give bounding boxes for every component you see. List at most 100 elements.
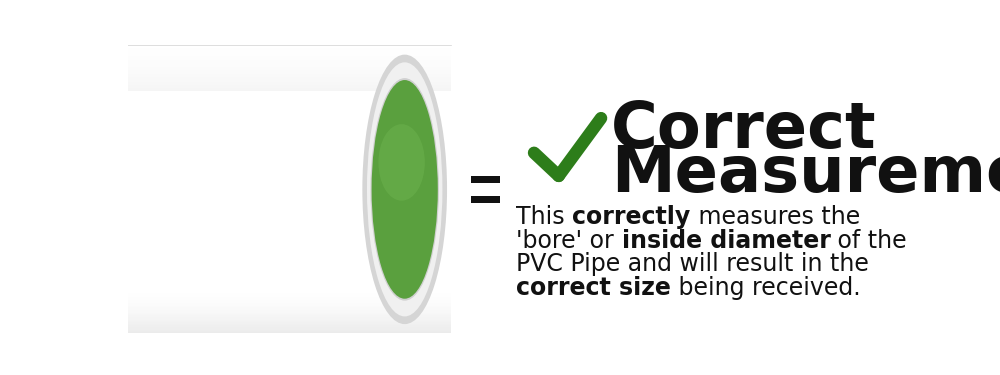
Bar — [12, 57, 451, 59]
Bar — [12, 296, 451, 297]
Bar — [12, 62, 451, 63]
Bar — [37, 45, 40, 334]
Bar — [30, 45, 34, 334]
Bar — [12, 293, 451, 294]
Bar — [77, 45, 80, 334]
Text: Correct: Correct — [611, 99, 877, 161]
Bar — [12, 54, 451, 56]
Bar — [12, 294, 451, 296]
Bar — [98, 45, 101, 334]
Ellipse shape — [372, 80, 438, 299]
Bar — [12, 66, 451, 68]
Ellipse shape — [8, 57, 54, 322]
Bar — [471, 195, 500, 203]
Bar — [471, 176, 500, 183]
Text: of the: of the — [830, 229, 907, 253]
Bar — [101, 45, 104, 334]
Bar — [92, 45, 95, 334]
Bar — [12, 74, 451, 76]
Bar — [12, 7, 528, 46]
Bar — [12, 311, 451, 313]
Bar — [12, 328, 451, 330]
Text: being received.: being received. — [671, 276, 861, 300]
Bar — [67, 45, 71, 334]
Bar — [12, 77, 451, 79]
Bar — [12, 56, 451, 57]
Bar — [12, 46, 451, 48]
Bar — [12, 88, 451, 90]
Bar — [83, 45, 86, 334]
Bar — [12, 321, 451, 322]
Bar — [21, 45, 24, 334]
Bar — [40, 45, 43, 334]
Bar — [12, 59, 451, 60]
Bar — [34, 45, 37, 334]
Bar — [12, 63, 451, 65]
Text: inside diameter: inside diameter — [622, 229, 830, 253]
Bar — [71, 45, 74, 334]
Text: correct size: correct size — [516, 276, 671, 300]
Bar — [18, 45, 21, 334]
Bar — [46, 45, 49, 334]
Bar — [12, 60, 451, 62]
Ellipse shape — [367, 62, 442, 316]
Bar — [12, 45, 451, 46]
Bar — [12, 48, 451, 50]
Bar — [12, 324, 451, 325]
Text: correctly: correctly — [572, 205, 691, 229]
Bar — [12, 298, 451, 300]
Bar — [58, 45, 61, 334]
Bar — [12, 291, 451, 293]
Bar — [12, 317, 451, 318]
Bar — [12, 51, 451, 53]
Bar — [12, 306, 451, 307]
Text: PVC Pipe and will result in the: PVC Pipe and will result in the — [516, 252, 869, 276]
Bar — [86, 45, 89, 334]
Bar — [12, 53, 451, 54]
Bar — [12, 71, 451, 73]
Bar — [74, 45, 77, 334]
Text: Measurement: Measurement — [611, 142, 1000, 205]
Bar — [12, 45, 451, 334]
Ellipse shape — [370, 78, 439, 301]
Bar — [12, 308, 451, 310]
Bar — [15, 45, 18, 334]
Bar — [12, 85, 451, 87]
Bar — [12, 320, 451, 321]
Bar — [89, 45, 92, 334]
Bar — [64, 45, 67, 334]
Bar — [12, 79, 451, 80]
Bar — [95, 45, 98, 334]
Ellipse shape — [362, 55, 447, 324]
Bar — [12, 318, 451, 320]
Bar — [12, 327, 451, 328]
Bar — [12, 297, 451, 298]
Bar — [12, 314, 451, 315]
Bar — [52, 45, 55, 334]
Bar — [12, 304, 451, 306]
Bar — [12, 325, 451, 327]
Bar — [12, 307, 451, 308]
Bar — [12, 73, 451, 74]
Bar — [61, 45, 64, 334]
Bar — [80, 45, 83, 334]
Bar — [12, 68, 451, 70]
Bar — [12, 82, 451, 84]
Bar — [12, 65, 451, 66]
Bar — [12, 332, 451, 334]
Bar — [27, 45, 30, 334]
Bar — [12, 80, 451, 82]
Bar — [55, 45, 58, 334]
Text: 'bore' or: 'bore' or — [516, 229, 622, 253]
Bar — [12, 322, 451, 324]
Bar — [12, 313, 451, 314]
Bar — [12, 45, 15, 334]
Bar — [12, 76, 451, 77]
Bar — [12, 301, 451, 303]
Bar — [49, 45, 52, 334]
Bar — [12, 300, 451, 301]
Bar — [12, 310, 451, 311]
Bar — [24, 45, 27, 334]
Text: measures the: measures the — [691, 205, 860, 229]
Bar — [12, 87, 451, 88]
